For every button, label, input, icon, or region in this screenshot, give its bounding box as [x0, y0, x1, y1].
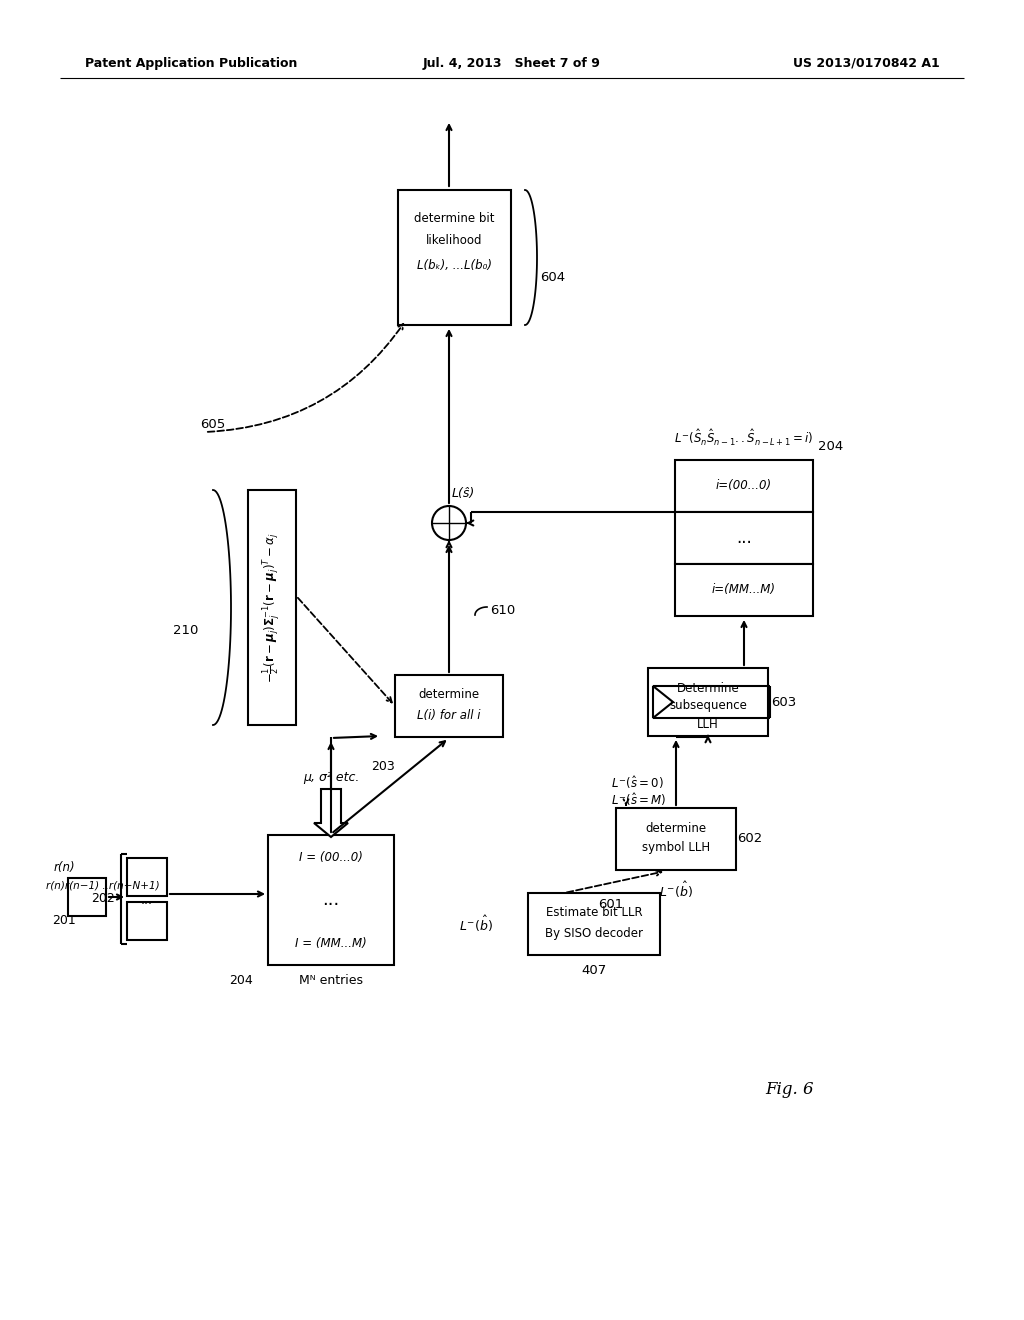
Text: Estimate bit LLR: Estimate bit LLR — [546, 907, 642, 920]
Text: determine: determine — [419, 689, 479, 701]
Text: Patent Application Publication: Patent Application Publication — [85, 57, 297, 70]
Text: 610: 610 — [490, 603, 515, 616]
Text: subsequence: subsequence — [669, 700, 746, 713]
Text: 603: 603 — [771, 696, 797, 709]
Text: 204: 204 — [818, 440, 844, 453]
Text: 204: 204 — [229, 974, 253, 987]
Text: r(n): r(n) — [54, 861, 76, 874]
Text: 601: 601 — [598, 899, 624, 912]
Text: 203: 203 — [371, 760, 394, 774]
FancyBboxPatch shape — [395, 675, 503, 737]
Text: I = (MM...M): I = (MM...M) — [295, 936, 367, 949]
Text: determine bit: determine bit — [415, 211, 495, 224]
Text: L(bₖ), ...L(b₀): L(bₖ), ...L(b₀) — [417, 260, 492, 272]
Text: I = (00...0): I = (00...0) — [299, 850, 362, 863]
FancyBboxPatch shape — [68, 878, 106, 916]
Text: Mᴺ entries: Mᴺ entries — [299, 974, 362, 987]
Text: 602: 602 — [737, 833, 763, 846]
FancyBboxPatch shape — [675, 459, 813, 512]
Text: 201: 201 — [52, 913, 76, 927]
Text: 604: 604 — [541, 271, 565, 284]
Text: 210: 210 — [173, 624, 198, 638]
FancyBboxPatch shape — [127, 858, 167, 896]
FancyBboxPatch shape — [398, 190, 511, 325]
FancyBboxPatch shape — [248, 490, 296, 725]
FancyBboxPatch shape — [268, 836, 394, 965]
FancyBboxPatch shape — [616, 808, 736, 870]
Text: Jul. 4, 2013   Sheet 7 of 9: Jul. 4, 2013 Sheet 7 of 9 — [423, 57, 601, 70]
Text: $L^{-}(\hat{b})$: $L^{-}(\hat{b})$ — [658, 880, 693, 900]
Text: $L^{-}(\hat{b})$: $L^{-}(\hat{b})$ — [459, 913, 493, 935]
FancyBboxPatch shape — [675, 564, 813, 616]
Text: Determine: Determine — [677, 681, 739, 694]
Text: r(n)r(n−1) ..r(n−N+1): r(n)r(n−1) ..r(n−N+1) — [46, 880, 160, 891]
Text: L(ŝ): L(ŝ) — [452, 487, 475, 499]
Text: By SISO decoder: By SISO decoder — [545, 927, 643, 940]
Text: 605: 605 — [200, 418, 225, 432]
Text: 202: 202 — [91, 892, 115, 906]
FancyBboxPatch shape — [675, 512, 813, 564]
Polygon shape — [314, 789, 348, 837]
FancyBboxPatch shape — [127, 902, 167, 940]
Text: ...: ... — [323, 891, 340, 909]
Text: ...: ... — [141, 895, 153, 908]
Text: μ, σ² etc.: μ, σ² etc. — [303, 771, 359, 784]
Text: LLH: LLH — [697, 718, 719, 730]
Text: L(i) for all i: L(i) for all i — [417, 709, 480, 722]
Text: i=(MM...M): i=(MM...M) — [712, 583, 776, 597]
Text: likelihood: likelihood — [426, 234, 482, 247]
Text: $L^{-}(\hat{s}=M)$: $L^{-}(\hat{s}=M)$ — [611, 792, 667, 808]
Text: i=(00...0): i=(00...0) — [716, 479, 772, 492]
Text: $L^{-}(\hat{s}=0)$: $L^{-}(\hat{s}=0)$ — [611, 775, 664, 792]
Text: symbol LLH: symbol LLH — [642, 842, 710, 854]
Text: Fig. 6: Fig. 6 — [766, 1081, 814, 1098]
Polygon shape — [653, 686, 673, 718]
Text: $L^{-}(\hat{S}_n\hat{S}_{n-1}..\hat{S}_{n-L+1}=i)$: $L^{-}(\hat{S}_n\hat{S}_{n-1}..\hat{S}_{… — [675, 428, 814, 447]
Text: 407: 407 — [582, 965, 606, 978]
Text: ...: ... — [736, 529, 752, 546]
Text: $-\frac{1}{2}(\mathbf{r}-\boldsymbol{\mu}_j)\boldsymbol{\Sigma}_j^{-1}(\mathbf{r: $-\frac{1}{2}(\mathbf{r}-\boldsymbol{\mu… — [261, 532, 284, 682]
Text: US 2013/0170842 A1: US 2013/0170842 A1 — [794, 57, 940, 70]
FancyBboxPatch shape — [648, 668, 768, 737]
FancyBboxPatch shape — [528, 894, 660, 954]
Text: determine: determine — [645, 821, 707, 834]
